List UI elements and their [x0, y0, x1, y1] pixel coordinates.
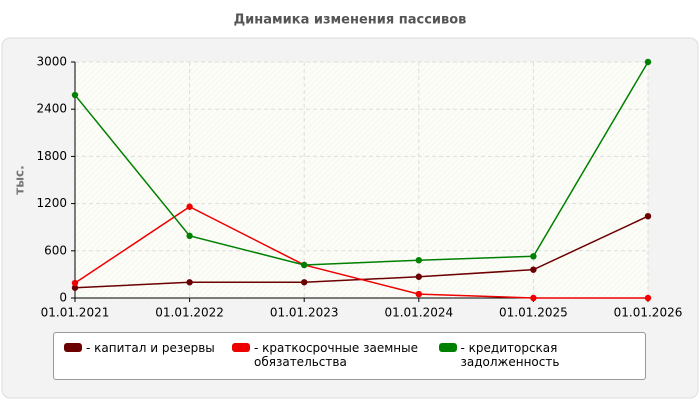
y-tick-label: 3000	[36, 55, 67, 69]
legend-label: - краткосрочные заемные обязательства	[254, 341, 418, 369]
y-axis-label: тыс.	[13, 165, 27, 194]
series-line	[74, 61, 649, 266]
data-point	[186, 203, 193, 210]
legend-item[interactable]: - краткосрочные заемные обязательства	[232, 341, 425, 379]
data-point	[186, 232, 193, 240]
x-tick-label: 01.01.2025	[499, 306, 568, 320]
y-tick-label: 1800	[36, 149, 67, 163]
legend-item[interactable]: - капитал и резервы	[64, 341, 218, 379]
data-point	[644, 212, 652, 220]
data-point	[301, 279, 308, 286]
y-tick-label: 0	[59, 291, 67, 305]
legend-swatch	[438, 343, 457, 352]
legend-swatch	[232, 343, 250, 352]
x-tick-label: 01.01.2023	[270, 306, 339, 320]
series-line	[74, 205, 648, 299]
data-point	[530, 253, 537, 260]
x-tick-label: 01.01.2024	[384, 306, 453, 320]
legend: - капитал и резервы - краткосрочные заемн…	[53, 332, 646, 380]
data-point	[71, 279, 79, 287]
data-point	[415, 273, 422, 280]
chart-title: Динамика изменения пассивов	[234, 13, 467, 28]
plot-area	[75, 62, 648, 298]
x-tick-label: 01.01.2021	[41, 306, 110, 320]
data-point	[415, 257, 422, 264]
data-point	[530, 266, 537, 273]
y-tick-label: 600	[44, 243, 67, 257]
x-tick-label: 01.01.2026	[614, 306, 683, 320]
legend-label: - капитал и резервы	[86, 341, 215, 355]
x-tick-label: 01.01.2022	[155, 306, 224, 320]
y-tick-label: 1200	[36, 196, 67, 210]
data-point	[186, 279, 193, 286]
legend-label: - кредиторская задолженность	[460, 341, 560, 369]
data-point	[644, 58, 652, 66]
data-point	[301, 261, 308, 269]
legend-swatch	[64, 343, 82, 352]
data-point	[71, 91, 79, 99]
y-tick-label: 2400	[36, 102, 67, 116]
data-point	[644, 294, 652, 302]
legend-item[interactable]: - кредиторская задолженность	[438, 341, 632, 379]
data-point	[71, 284, 79, 291]
data-point	[415, 290, 422, 298]
data-point	[530, 294, 537, 302]
